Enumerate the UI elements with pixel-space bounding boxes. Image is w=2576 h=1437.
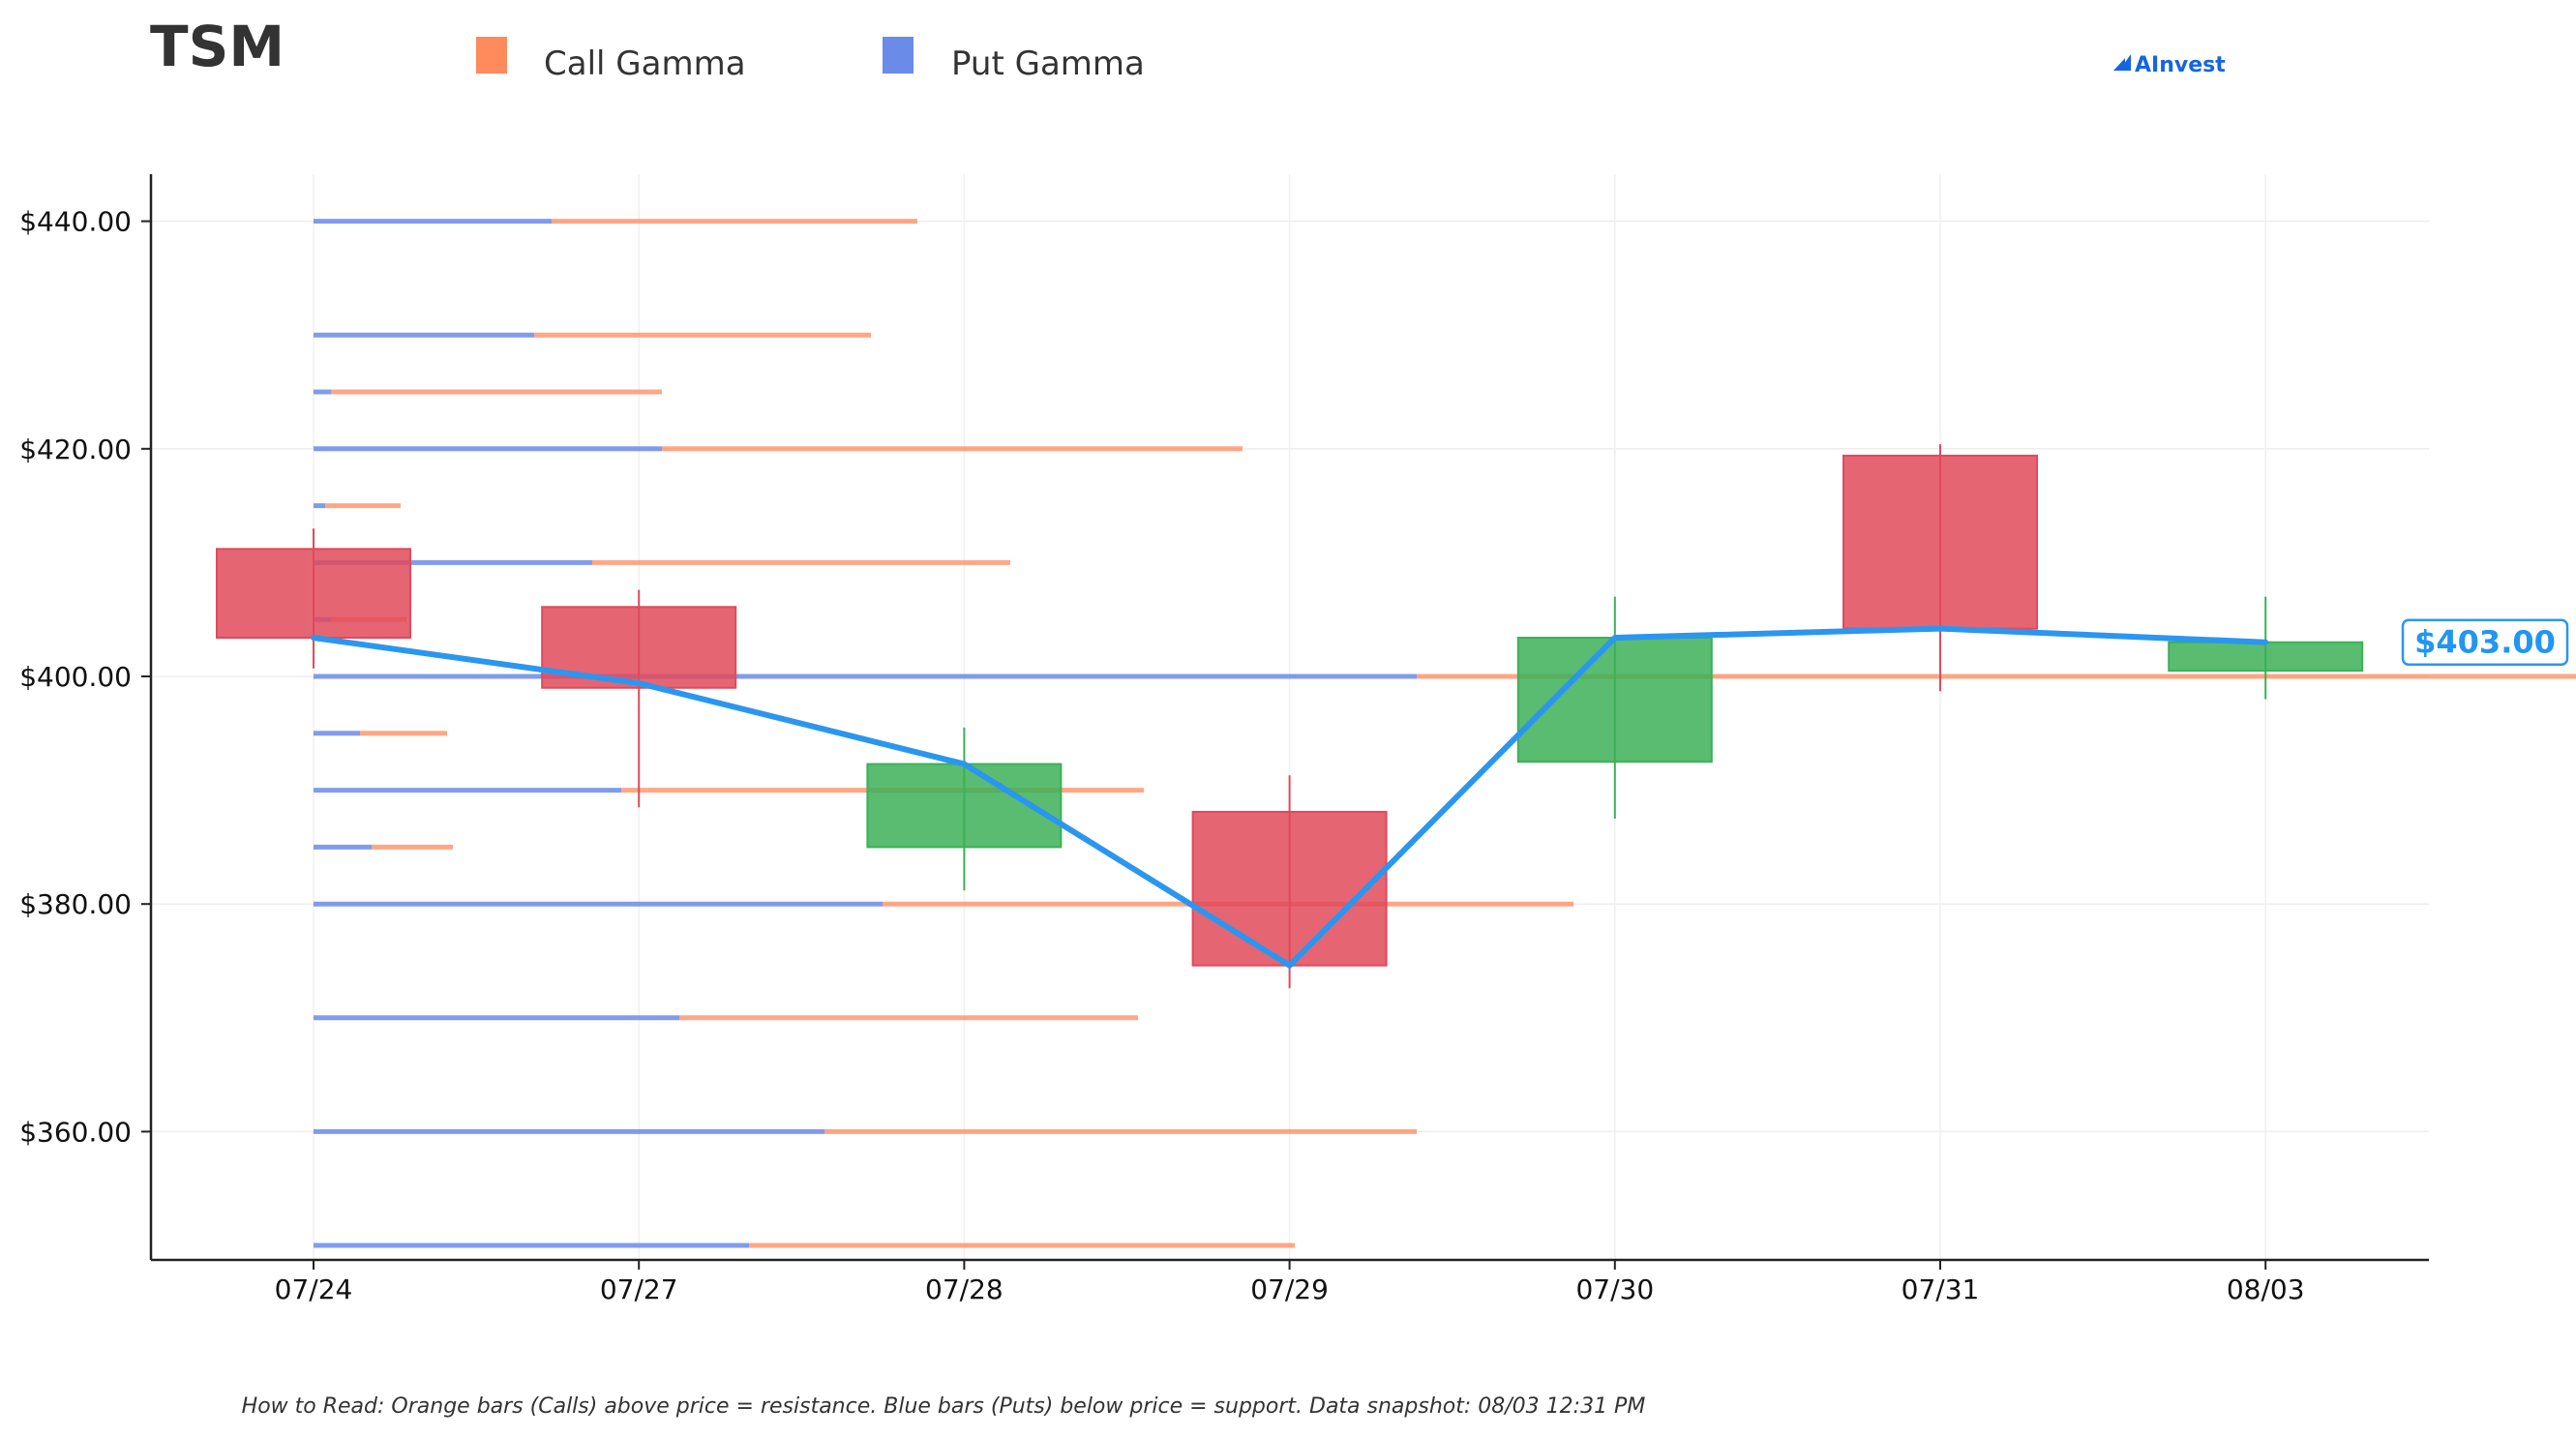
legend-swatch-put xyxy=(883,37,914,74)
x-tick-label: 08/03 xyxy=(2227,1273,2305,1305)
current-price-badge: $403.00 xyxy=(2401,618,2569,666)
brand-logo: AInvest xyxy=(2113,53,2226,77)
y-tick-label: $420.00 xyxy=(19,434,132,465)
y-tick-label: $380.00 xyxy=(19,888,132,920)
y-tick-labels: $360.00 $380.00 $400.00 $420.00 $440.00 xyxy=(19,206,151,1148)
brand-name: AInvest xyxy=(2135,53,2226,77)
footnote: How to Read: Orange bars (Calls) above p… xyxy=(242,1394,1646,1419)
x-tick-label: 07/29 xyxy=(1250,1273,1329,1305)
x-tick-label: 07/28 xyxy=(925,1273,1003,1305)
close-price-line xyxy=(311,625,2269,969)
x-tick-label: 07/24 xyxy=(275,1273,353,1305)
gamma-bars xyxy=(314,219,2576,1248)
chart-title: TSM xyxy=(150,14,285,79)
x-tick-labels: 07/24 07/27 07/28 07/29 07/30 07/31 08/03 xyxy=(275,1260,2305,1305)
close-price-line-layer xyxy=(311,625,2269,969)
candlesticks xyxy=(216,444,2364,989)
current-price-box xyxy=(2401,618,2569,666)
y-tick-label: $440.00 xyxy=(19,206,132,238)
legend-swatch-call xyxy=(476,37,507,74)
current-price-label: $403.00 xyxy=(2414,624,2556,661)
x-tick-label: 07/27 xyxy=(600,1273,678,1305)
brand-chart-icon xyxy=(2113,54,2131,71)
y-tick-label: $360.00 xyxy=(19,1116,132,1148)
y-tick-label: $400.00 xyxy=(19,661,132,693)
x-tick-label: 07/30 xyxy=(1575,1273,1654,1305)
x-tick-label: 07/31 xyxy=(1902,1273,1980,1305)
legend-label-put: Put Gamma xyxy=(951,45,1145,83)
legend-label-call: Call Gamma xyxy=(544,45,746,83)
